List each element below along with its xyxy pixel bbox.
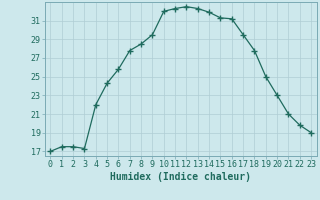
X-axis label: Humidex (Indice chaleur): Humidex (Indice chaleur) xyxy=(110,172,251,182)
